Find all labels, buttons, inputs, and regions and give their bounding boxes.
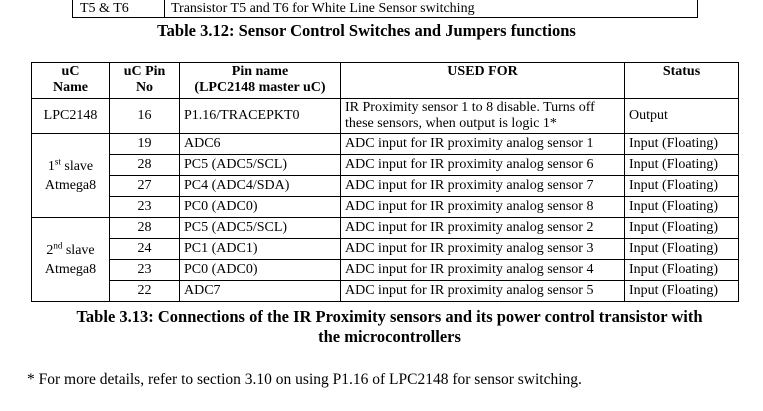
pin-name-cell: PC0 (ADC0) xyxy=(179,259,341,281)
pin-name-cell: PC0 (ADC0) xyxy=(179,196,341,218)
used-for-cell: ADC input for IR proximity analog sensor… xyxy=(340,175,625,197)
header-pin-name: Pin name (LPC2148 master uC) xyxy=(179,62,341,99)
table-row: 2nd slave Atmega8 28 PC5 (ADC5/SCL) ADC i… xyxy=(31,217,739,302)
pin-no-cell: 28 xyxy=(109,154,180,176)
status-cell: Input (Floating) xyxy=(624,133,739,155)
pin-name-cell: ADC6 xyxy=(179,133,341,155)
footnote: * For more details, refer to section 3.1… xyxy=(27,371,582,388)
pin-no-cell: 27 xyxy=(109,175,180,197)
pin-name-cell: P1.16/TRACEPKT0 xyxy=(179,98,341,134)
header-pin-no: uC Pin No xyxy=(109,62,180,99)
pin-no-cell: 23 xyxy=(109,259,180,281)
status-cell: Input (Floating) xyxy=(624,238,739,260)
table-row: 23 PC0 (ADC0) ADC input for IR proximity… xyxy=(32,259,739,281)
uc-name-cell-slave-2: 2nd slave Atmega8 xyxy=(31,217,110,302)
header-used-for: USED FOR xyxy=(340,62,625,99)
pin-no-cell: 24 xyxy=(109,238,180,260)
pin-no-cell: 23 xyxy=(109,196,180,218)
pin-no-cell: 22 xyxy=(109,280,180,302)
pin-name-cell: PC4 (ADC4/SDA) xyxy=(179,175,341,197)
pin-no-cell: 28 xyxy=(109,217,180,239)
status-cell: Input (Floating) xyxy=(624,217,739,239)
status-cell: Input (Floating) xyxy=(624,259,739,281)
table-row: 23 PC0 (ADC0) ADC input for IR proximity… xyxy=(32,196,739,218)
used-for-cell: ADC input for IR proximity analog sensor… xyxy=(340,217,625,239)
table-row: 27 PC4 (ADC4/SDA) ADC input for IR proxi… xyxy=(32,175,739,197)
status-cell: Input (Floating) xyxy=(624,196,739,218)
uc-name-cell: LPC2148 xyxy=(31,98,110,134)
status-cell: Output xyxy=(624,98,739,134)
table-row: LPC2148 16 P1.16/TRACEPKT0 IR Proximity … xyxy=(31,98,739,134)
used-for-cell: ADC input for IR proximity analog sensor… xyxy=(340,280,625,302)
table-row: 28 PC5 (ADC5/SCL) ADC input for IR proxi… xyxy=(32,154,739,176)
table-row: 1st slave Atmega8 19 ADC6 ADC input for I… xyxy=(31,133,739,218)
header-status: Status xyxy=(624,62,739,99)
used-for-cell: ADC input for IR proximity analog sensor… xyxy=(340,238,625,260)
used-for-cell: ADC input for IR proximity analog sensor… xyxy=(340,196,625,218)
pin-name-cell: PC5 (ADC5/SCL) xyxy=(179,154,341,176)
pin-no-cell: 19 xyxy=(109,133,180,155)
table-header-row: uC Name uC Pin No Pin name (LPC2148 master … xyxy=(31,62,739,99)
table-cell: Transistor T5 and T6 for White Line Sens… xyxy=(164,0,698,18)
used-for-cell: ADC input for IR proximity analog sensor… xyxy=(340,154,625,176)
ir-proximity-connections-table: uC Name uC Pin No Pin name (LPC2148 master … xyxy=(31,62,739,302)
previous-table-last-row: T5 & T6 Transistor T5 and T6 for White L… xyxy=(72,0,698,18)
pin-name-cell: ADC7 xyxy=(179,280,341,302)
used-for-cell: ADC input for IR proximity analog sensor… xyxy=(340,133,625,155)
table-caption-3-13: Table 3.13: Connections of the IR Proxim… xyxy=(76,307,703,346)
used-for-cell: IR Proximity sensor 1 to 8 disable. Turn… xyxy=(340,98,625,134)
status-cell: Input (Floating) xyxy=(624,154,739,176)
table-row: 24 PC1 (ADC1) ADC input for IR proximity… xyxy=(32,238,739,260)
table-cell: T5 & T6 xyxy=(72,0,165,18)
pin-name-cell: PC1 (ADC1) xyxy=(179,238,341,260)
uc-name-cell-slave-1: 1st slave Atmega8 xyxy=(31,133,110,218)
pin-name-cell: PC5 (ADC5/SCL) xyxy=(179,217,341,239)
header-uc-name: uC Name xyxy=(31,62,110,99)
table-row: 22 ADC7 ADC input for IR proximity analo… xyxy=(32,280,739,302)
table-caption-3-12: Table 3.12: Sensor Control Switches and … xyxy=(157,21,576,40)
status-cell: Input (Floating) xyxy=(624,175,739,197)
status-cell: Input (Floating) xyxy=(624,280,739,302)
used-for-cell: ADC input for IR proximity analog sensor… xyxy=(340,259,625,281)
pin-no-cell: 16 xyxy=(109,98,180,134)
